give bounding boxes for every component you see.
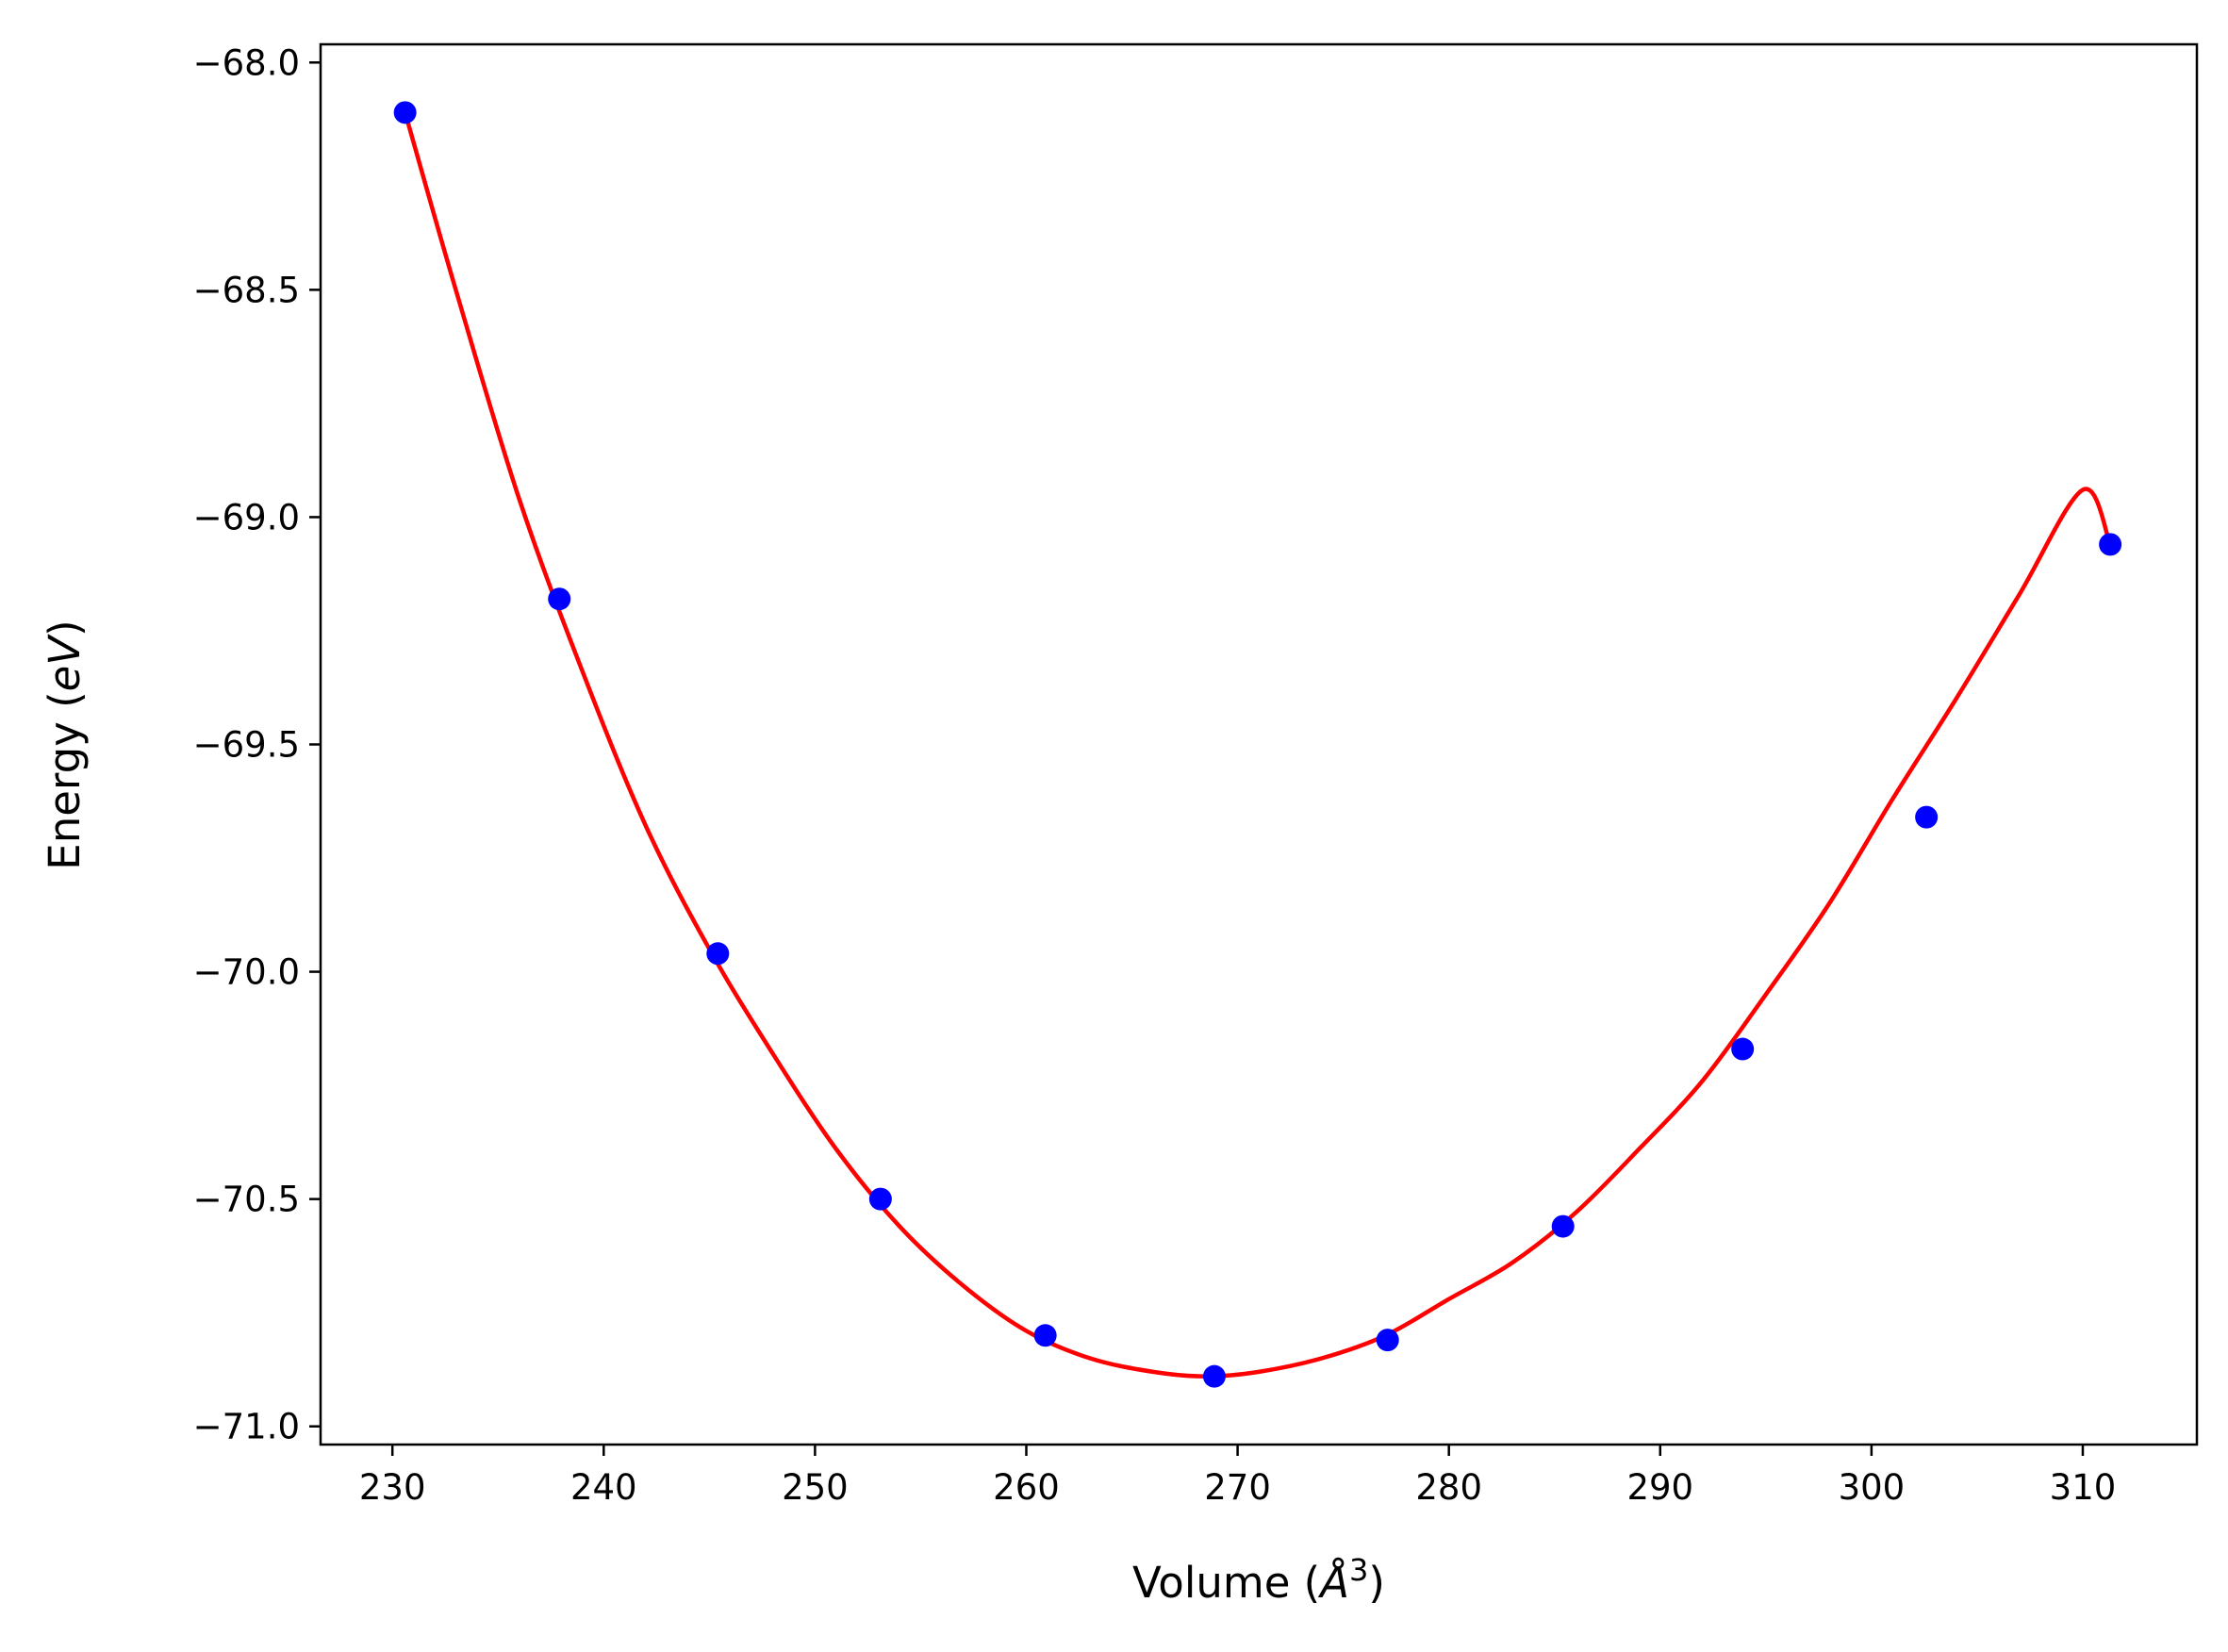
y-tick-label: −70.5 [193, 1180, 300, 1220]
y-axis-title-unit: eV [40, 634, 90, 692]
data-point [1376, 1329, 1399, 1352]
x-axis-title-exponent: 3 [1349, 1552, 1368, 1588]
data-point [548, 587, 571, 611]
x-tick-label: 290 [1626, 1467, 1693, 1508]
x-tick-label: 310 [2050, 1467, 2117, 1508]
data-point [868, 1187, 892, 1211]
y-tick-label: −69.5 [193, 725, 300, 766]
x-tick-label: 280 [1415, 1467, 1482, 1508]
x-axis-ticks: 230 240 250 260 270 280 290 300 310 [359, 1445, 2116, 1508]
x-axis-title-symbol: Å [1317, 1558, 1349, 1608]
y-tick-label: −71.0 [193, 1407, 300, 1447]
x-tick-label: 250 [782, 1467, 849, 1508]
data-point [1731, 1037, 1755, 1061]
y-tick-label: −70.0 [193, 952, 300, 993]
data-point [1033, 1324, 1057, 1347]
data-point [706, 942, 730, 966]
y-axis-ticks: −68.0 −68.5 −69.0 −69.5 −70.0 −70.5 −71.0 [193, 42, 321, 1447]
y-axis-title: Energy (eV) [40, 620, 90, 869]
data-point [2099, 533, 2122, 556]
x-tick-label: 270 [1204, 1467, 1271, 1508]
y-tick-label: −68.0 [193, 42, 300, 83]
x-axis-title-end: ) [1368, 1558, 1385, 1608]
data-point [393, 101, 417, 124]
x-tick-label: 300 [1839, 1467, 1906, 1508]
y-tick-label: −69.0 [193, 497, 300, 537]
x-axis-title: Volume (Å3) [1132, 1552, 1385, 1608]
x-tick-label: 240 [570, 1467, 637, 1508]
x-axis-title-main: Volume ( [1132, 1558, 1320, 1608]
data-points-layer [393, 101, 2122, 1388]
data-point [1551, 1214, 1575, 1238]
x-tick-label: 260 [993, 1467, 1060, 1508]
data-point [1202, 1364, 1226, 1388]
x-tick-label: 230 [359, 1467, 426, 1508]
y-tick-label: −68.5 [193, 270, 300, 310]
data-point [1915, 805, 1939, 829]
y-axis-title-main: Energy ( [40, 691, 90, 869]
y-axis-title-end: ) [40, 620, 90, 636]
